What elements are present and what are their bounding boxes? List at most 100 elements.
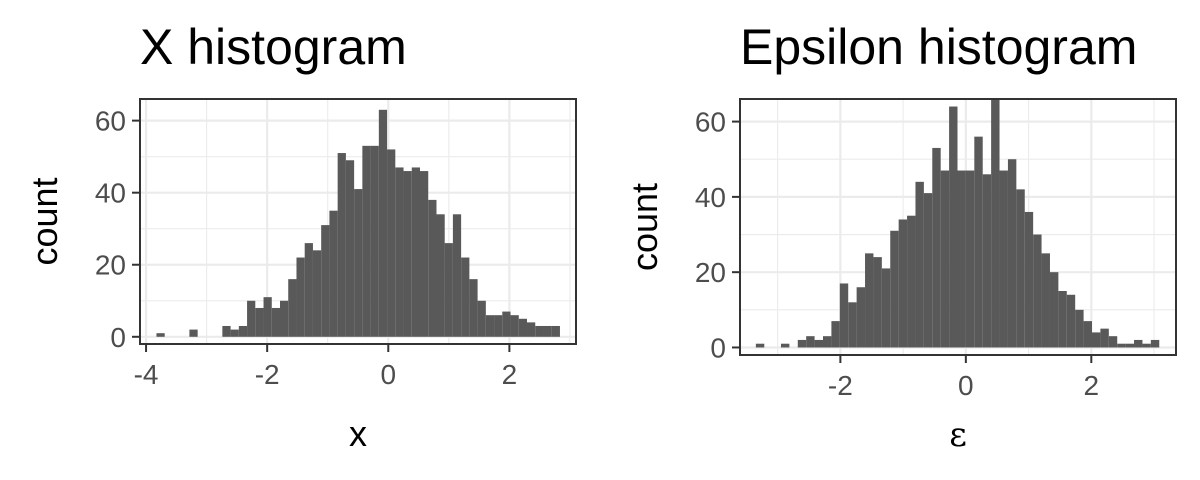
eps-hist-bar — [1125, 343, 1135, 348]
eps-hist-y-axis-title: count — [624, 183, 665, 271]
x-hist-x-tick-label: -2 — [255, 359, 280, 390]
x-hist-bar — [387, 149, 396, 337]
eps-hist-bar — [1024, 211, 1034, 348]
x-hist-bar — [378, 109, 388, 337]
eps-hist-panel-border — [739, 98, 1177, 356]
eps-hist-bar — [982, 174, 992, 348]
eps-hist-x-tick-label: -2 — [828, 370, 853, 401]
eps-hist-bar — [890, 230, 899, 348]
eps-hist-bar — [923, 193, 933, 348]
x-hist-bar — [510, 315, 519, 337]
eps-hist-title: Epsilon histogram — [740, 19, 1137, 75]
x-hist-bar — [370, 145, 379, 337]
eps-hist-y-tick-label: 0 — [710, 332, 726, 363]
x-hist-bar — [411, 167, 421, 337]
eps-hist-bar — [1075, 309, 1084, 348]
eps-hist-bar — [797, 339, 807, 348]
x-hist-x-tick-label: -4 — [134, 359, 159, 390]
x-hist-bar — [502, 311, 511, 337]
eps-hist-bar — [865, 253, 874, 348]
eps-hist-bar — [1033, 234, 1042, 348]
eps-hist-bar — [932, 147, 941, 348]
eps-hist-bar — [1100, 328, 1109, 348]
x-hist-bar — [535, 325, 544, 337]
x-hist-y-tick-label: 60 — [95, 106, 126, 137]
x-hist-bar — [156, 333, 165, 337]
x-hist-bar — [247, 300, 256, 337]
eps-hist-bar — [780, 343, 790, 348]
eps-hist-bar — [898, 219, 908, 348]
eps-hist-bar — [881, 268, 891, 348]
eps-hist-bar — [873, 257, 882, 348]
eps-hist-bar — [1049, 272, 1059, 348]
eps-hist-y-tick-label: 20 — [695, 257, 726, 288]
x-hist-bar — [543, 325, 552, 337]
x-hist-bar — [329, 210, 338, 337]
eps-hist-x-axis-title: ε — [949, 415, 967, 455]
x-hist-bar — [255, 307, 264, 337]
x-hist-bar — [238, 325, 248, 337]
x-hist-title: X histogram — [140, 19, 407, 75]
x-hist-bar — [288, 279, 297, 337]
eps-hist-bar — [991, 99, 1000, 348]
x-hist-y-tick-label: 40 — [95, 178, 126, 209]
eps-hist-bar — [1016, 189, 1025, 348]
eps-hist-bar — [999, 170, 1008, 348]
x-hist-y-tick-label: 20 — [95, 250, 126, 281]
eps-hist-bar — [940, 170, 950, 348]
x-hist-bar — [551, 325, 560, 337]
x-hist-bar — [485, 315, 495, 337]
x-hist-y-axis-title: count — [24, 177, 65, 265]
x-hist-bar — [452, 214, 462, 337]
x-hist-bar — [494, 315, 503, 337]
eps-hist-bar — [848, 302, 857, 348]
eps-hist-bar — [755, 343, 765, 348]
eps-hist-bar — [1091, 332, 1101, 348]
x-hist-bar — [477, 300, 486, 337]
eps-hist-bar — [1108, 336, 1118, 348]
x-hist-bar — [362, 145, 371, 337]
x-hist-bar — [345, 160, 355, 337]
x-hist-bar — [354, 189, 363, 337]
eps-hist-bar — [957, 170, 966, 348]
x-hist-x-tick-label: 0 — [380, 359, 396, 390]
eps-hist-bar — [831, 321, 840, 348]
x-hist-bar — [403, 171, 412, 337]
eps-hist-bar — [1066, 294, 1076, 348]
x-hist-bar — [428, 199, 437, 337]
x-hist-bar — [444, 243, 453, 337]
x-hist-x-axis-title: x — [349, 413, 367, 454]
eps-hist-bar — [1058, 291, 1067, 348]
x-hist-bar — [436, 214, 445, 337]
x-hist-bar — [263, 297, 272, 337]
x-hist-bar — [304, 243, 313, 337]
eps-hist-x-tick-label: 0 — [958, 370, 974, 401]
x-hist-bar — [230, 329, 239, 337]
eps-hist-bar — [1134, 339, 1143, 348]
x-hist-bar — [337, 153, 346, 337]
x-hist-bar — [222, 325, 231, 337]
eps-hist-y-tick-label: 40 — [695, 182, 726, 213]
eps-hist-bar — [1007, 159, 1017, 348]
eps-hist-bar — [822, 336, 832, 348]
eps-hist-bar — [907, 215, 916, 348]
x-hist-x-tick-label: 2 — [502, 359, 518, 390]
eps-hist-bar — [814, 339, 823, 348]
x-hist-bar — [312, 250, 322, 337]
eps-hist-bar — [949, 106, 958, 348]
x-hist-bar — [518, 318, 528, 337]
eps-hist-bar — [965, 170, 975, 348]
eps-hist-bar — [839, 283, 849, 348]
x-hist-bar — [321, 225, 330, 337]
x-hist-bar — [461, 257, 470, 337]
x-hist-bar — [469, 279, 478, 337]
eps-hist-bar — [856, 287, 866, 348]
x-hist-bar — [527, 322, 536, 337]
eps-hist-bar — [1142, 343, 1151, 348]
x-hist-bar — [189, 329, 198, 337]
x-hist-bar — [280, 300, 289, 337]
x-hist-bar — [395, 167, 404, 337]
eps-hist-bar — [974, 136, 983, 348]
